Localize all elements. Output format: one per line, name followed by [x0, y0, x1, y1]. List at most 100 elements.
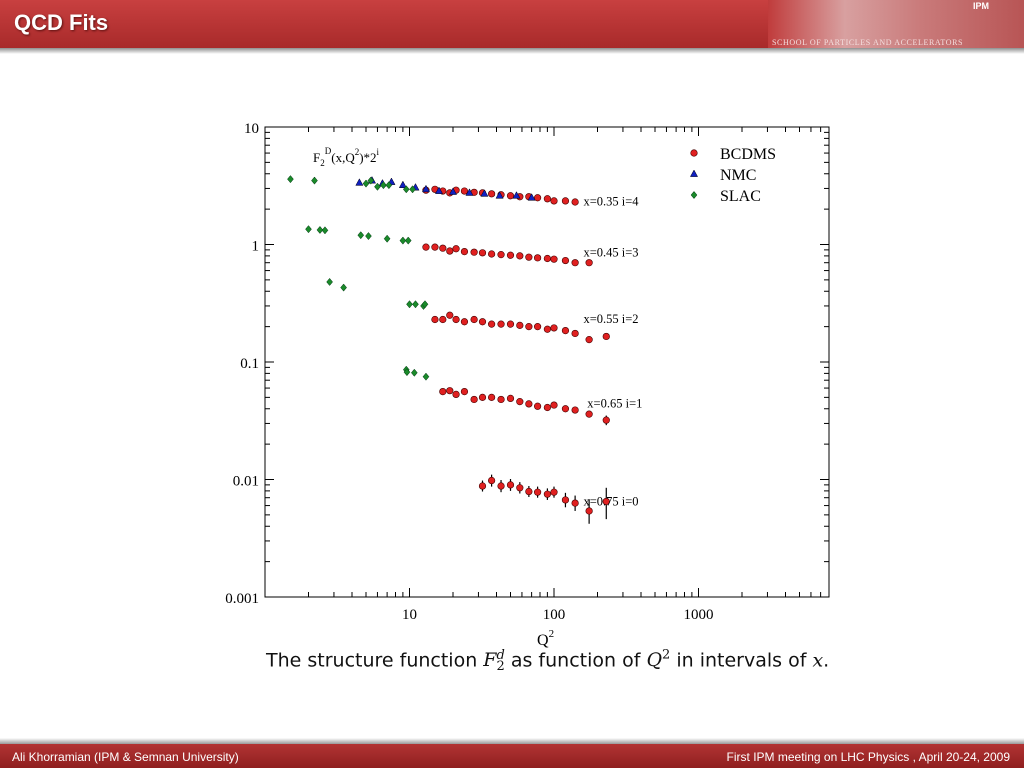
footer-bar	[0, 744, 1024, 768]
bcdms-point	[550, 488, 558, 496]
bcdms-point	[497, 395, 505, 404]
footer-event: First IPM meeting on LHC Physics , April…	[726, 750, 1010, 764]
bcdms-point	[470, 248, 478, 256]
slac-point	[287, 175, 294, 184]
x-label-base: Q	[537, 632, 549, 649]
bcdms-point	[571, 198, 579, 206]
bcdms-point	[431, 315, 439, 324]
y-axis-label: F2D(x,Q2)*2i	[313, 146, 380, 168]
slac-point	[409, 185, 416, 194]
bcdms-point	[506, 320, 515, 328]
bcdms-point	[533, 323, 542, 331]
bcdms-point	[543, 403, 551, 412]
bcdms-point	[470, 395, 478, 404]
slide-title: QCD Fits	[14, 10, 109, 35]
bcdms-point	[460, 187, 469, 195]
bcdms-point	[543, 195, 551, 203]
y-tick-label: 0.01	[233, 474, 259, 490]
bcdms-point	[585, 259, 593, 267]
bcdms-point	[516, 484, 524, 492]
bcdms-point	[543, 254, 551, 263]
y-tick-label: 1	[252, 239, 260, 255]
y-label-mid2: )*2	[359, 150, 376, 165]
x-axis-label: Q2	[537, 628, 554, 649]
bcdms-point	[585, 507, 593, 515]
caption-q: Q2	[646, 648, 670, 672]
bcdms-point	[497, 482, 505, 490]
footer-shadow	[0, 738, 1024, 744]
nmc-point	[355, 178, 364, 186]
bcdms-point	[488, 250, 496, 258]
bcdms-point	[571, 499, 579, 507]
legend-label-nmc: NMC	[720, 167, 756, 184]
x-tick-label: 1000	[684, 607, 714, 623]
bcdms-point	[585, 336, 593, 344]
footer-author: Ali Khorramian (IPM & Semnan University)	[12, 750, 239, 764]
bcdms-point	[488, 190, 496, 198]
bcdms-point	[439, 244, 447, 252]
slac-point	[422, 372, 430, 381]
banner-text: SCHOOL OF PARTICLES AND ACCELERATORS	[772, 38, 964, 47]
bcdms-point	[478, 393, 487, 401]
ipm-logo: IPM	[973, 1, 990, 11]
bcdms-point	[533, 194, 542, 202]
caption-x: x	[812, 649, 824, 672]
bcdms-point	[561, 256, 570, 265]
bcdms-point	[561, 496, 570, 504]
bcdms-point	[550, 401, 558, 409]
nmc-point	[527, 193, 536, 201]
slac-point	[399, 236, 407, 245]
bcdms-point	[422, 243, 430, 251]
bcdms-point	[561, 197, 570, 205]
bcdms-point	[460, 248, 469, 256]
y-label-sup2: 2	[355, 147, 360, 157]
legend-label-bcdms: BCDMS	[720, 146, 776, 163]
x-tick-label: 10	[402, 607, 417, 623]
nmc-point	[421, 184, 430, 193]
bcdms-point	[533, 254, 542, 262]
bcdms-point	[497, 320, 505, 328]
slac-point	[305, 225, 312, 234]
bcdms-point	[431, 243, 439, 251]
bcdms-point	[452, 315, 460, 324]
bcdms-point	[533, 402, 542, 410]
legend-label-slac: SLAC	[720, 188, 761, 205]
nmc-point	[480, 189, 489, 197]
slac-point	[421, 300, 429, 309]
bcdms-point	[602, 416, 610, 424]
y-tick-label: 0.001	[225, 591, 259, 607]
y-tick-label: 0.1	[240, 356, 259, 372]
bcdms-point	[506, 394, 515, 403]
bin-label: x=0.35 i=4	[583, 194, 639, 208]
bcdms-point	[525, 487, 533, 496]
x-tick-label: 100	[543, 607, 566, 623]
bcdms-point	[516, 321, 524, 329]
y-label-base: F	[313, 150, 320, 165]
bcdms-point	[488, 320, 496, 328]
bcdms-point	[446, 387, 454, 395]
slac-point	[367, 176, 375, 185]
bin-label: x=0.45 i=3	[583, 246, 638, 260]
bcdms-point	[561, 327, 570, 335]
bcdms-point	[488, 393, 496, 401]
bcdms-point	[602, 332, 610, 341]
bcdms-point	[506, 192, 515, 200]
bcdms-point	[543, 325, 551, 333]
bcdms-point	[585, 410, 593, 418]
bin-label: x=0.75 i=0	[583, 495, 638, 509]
bcdms-point	[533, 488, 542, 496]
nmc-point	[434, 186, 444, 194]
caption-q-base: Q	[646, 649, 663, 672]
bin-label: x=0.55 i=2	[583, 312, 638, 326]
slac-point	[385, 181, 393, 190]
caption-prefix: The structure function	[266, 649, 484, 672]
bcdms-point	[478, 482, 487, 490]
slac-point	[365, 232, 372, 241]
y-tick-label: 10	[244, 121, 259, 137]
bcdms-point	[439, 315, 447, 324]
bcdms-point	[525, 400, 533, 408]
bcdms-point	[439, 387, 447, 396]
